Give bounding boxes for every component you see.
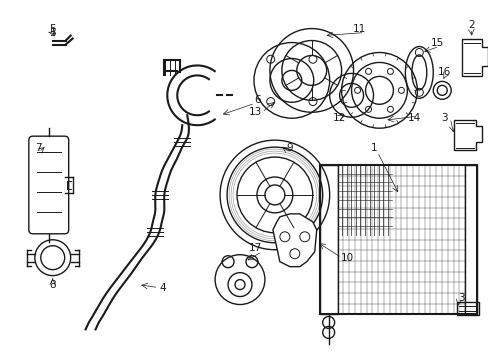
Text: 17: 17 bbox=[248, 243, 261, 253]
Bar bbox=[319, 165, 476, 315]
Text: 4: 4 bbox=[159, 283, 165, 293]
Text: 8: 8 bbox=[49, 280, 56, 289]
Polygon shape bbox=[453, 120, 481, 150]
Text: 2: 2 bbox=[467, 19, 473, 30]
Text: 9: 9 bbox=[286, 143, 292, 153]
Bar bbox=[319, 165, 337, 315]
Polygon shape bbox=[461, 39, 487, 76]
Text: 11: 11 bbox=[352, 24, 366, 33]
Text: 12: 12 bbox=[332, 113, 346, 123]
Text: 6: 6 bbox=[254, 95, 261, 105]
Text: 13: 13 bbox=[248, 107, 261, 117]
Text: 5: 5 bbox=[49, 24, 56, 33]
Text: 10: 10 bbox=[340, 253, 353, 263]
Text: 1: 1 bbox=[370, 143, 377, 153]
Text: 14: 14 bbox=[407, 113, 420, 123]
Bar bbox=[464, 165, 476, 315]
Text: 5: 5 bbox=[49, 28, 56, 37]
Text: 16: 16 bbox=[437, 67, 450, 77]
Text: 7: 7 bbox=[36, 143, 42, 153]
Text: 3: 3 bbox=[457, 293, 464, 302]
Text: 3: 3 bbox=[440, 113, 447, 123]
Bar bbox=[456, 302, 478, 315]
Text: 15: 15 bbox=[430, 37, 443, 48]
Polygon shape bbox=[272, 214, 316, 267]
